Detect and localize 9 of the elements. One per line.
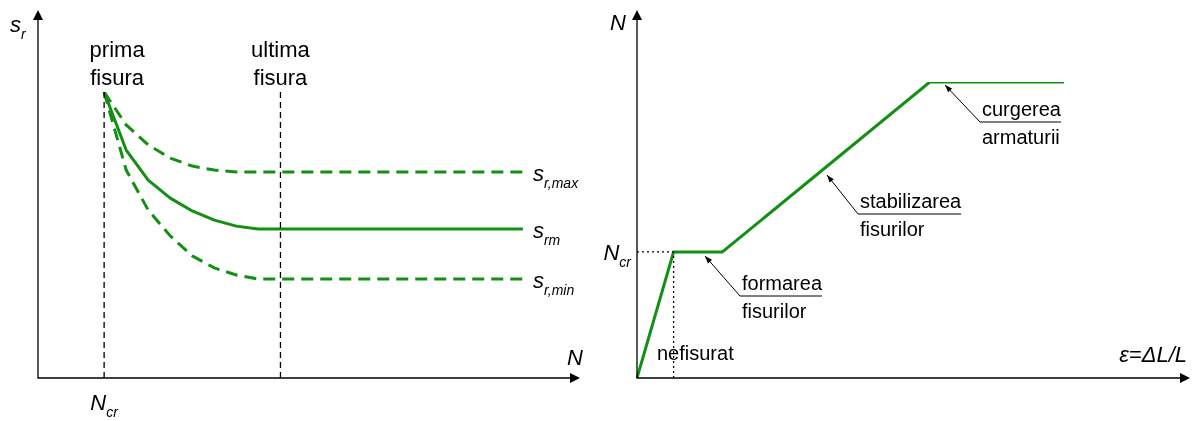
annotation: curgerea armaturii: [982, 98, 1062, 148]
text: ultima fisura: [251, 37, 311, 90]
annotation: stabilizarea fisurilor: [860, 190, 963, 240]
annotation: nefisurat: [657, 342, 735, 364]
text: prima fisura: [89, 37, 146, 90]
y-axis-title: N: [610, 10, 626, 35]
x-axis-title: ε=ΔL/L: [1119, 342, 1187, 367]
x-axis-title: N: [567, 345, 583, 370]
annotation: formarea fisurilor: [742, 272, 823, 322]
